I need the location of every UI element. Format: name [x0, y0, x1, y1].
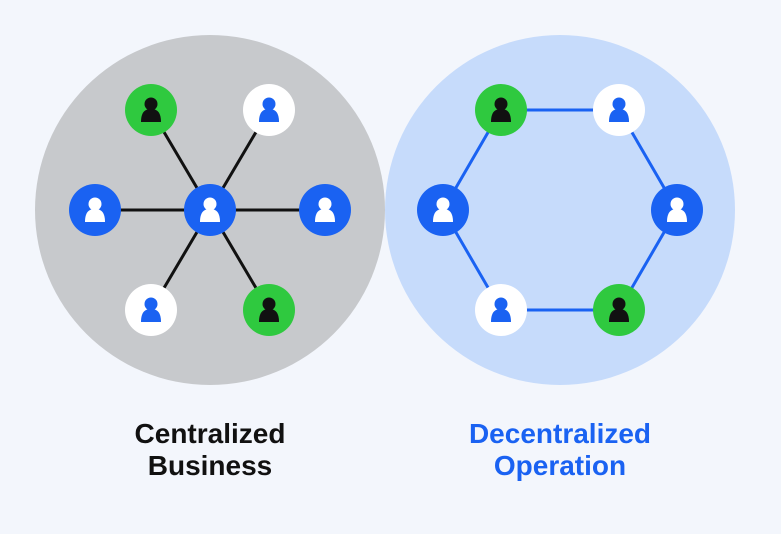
- person-icon: [145, 298, 158, 311]
- decentralized-node: [651, 184, 703, 236]
- person-icon: [204, 198, 217, 211]
- centralized-node: [299, 184, 351, 236]
- decentralized-label-line1: Decentralized: [469, 418, 651, 449]
- decentralized-node: [593, 284, 645, 336]
- centralized-label-line1: Centralized: [135, 418, 286, 449]
- person-icon: [613, 298, 626, 311]
- person-icon: [263, 98, 276, 111]
- centralized-node: [125, 284, 177, 336]
- diagram-stage: CentralizedBusiness DecentralizedOperati…: [0, 0, 781, 534]
- centralized-node: [243, 84, 295, 136]
- centralized-node: [243, 284, 295, 336]
- person-icon: [495, 298, 508, 311]
- person-icon: [145, 98, 158, 111]
- person-icon: [671, 198, 684, 211]
- diagram-svg: [0, 0, 781, 534]
- decentralized-label-line2: Operation: [494, 450, 626, 481]
- centralized-label-line2: Business: [148, 450, 273, 481]
- decentralized-node: [475, 284, 527, 336]
- centralized-node: [125, 84, 177, 136]
- decentralized-node: [417, 184, 469, 236]
- decentralized-node: [475, 84, 527, 136]
- decentralized-label: DecentralizedOperation: [469, 418, 651, 482]
- person-icon: [495, 98, 508, 111]
- person-icon: [319, 198, 332, 211]
- person-icon: [89, 198, 102, 211]
- person-icon: [613, 98, 626, 111]
- centralized-label: CentralizedBusiness: [135, 418, 286, 482]
- centralized-node: [69, 184, 121, 236]
- centralized-hub-node: [184, 184, 236, 236]
- person-icon: [437, 198, 450, 211]
- person-icon: [263, 298, 276, 311]
- decentralized-node: [593, 84, 645, 136]
